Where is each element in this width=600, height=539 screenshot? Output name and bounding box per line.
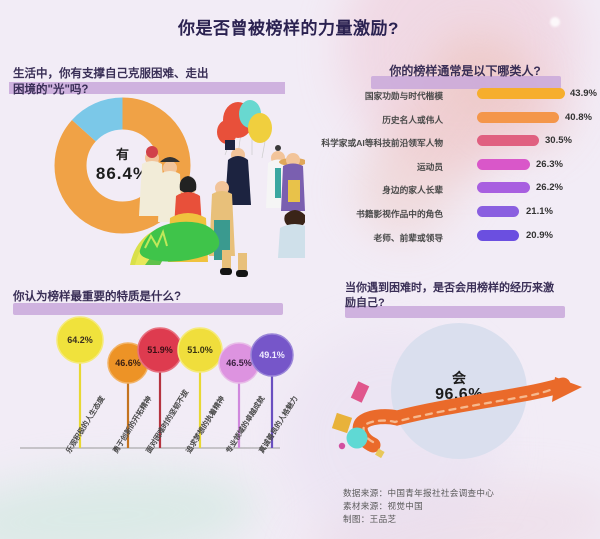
svg-text:46.6%: 46.6% [115, 358, 141, 368]
svg-text:64.2%: 64.2% [67, 335, 93, 345]
svg-text:51.9%: 51.9% [147, 345, 173, 355]
svg-text:51.0%: 51.0% [187, 345, 213, 355]
svg-text:49.1%: 49.1% [259, 350, 285, 360]
svg-text:46.5%: 46.5% [226, 358, 252, 368]
